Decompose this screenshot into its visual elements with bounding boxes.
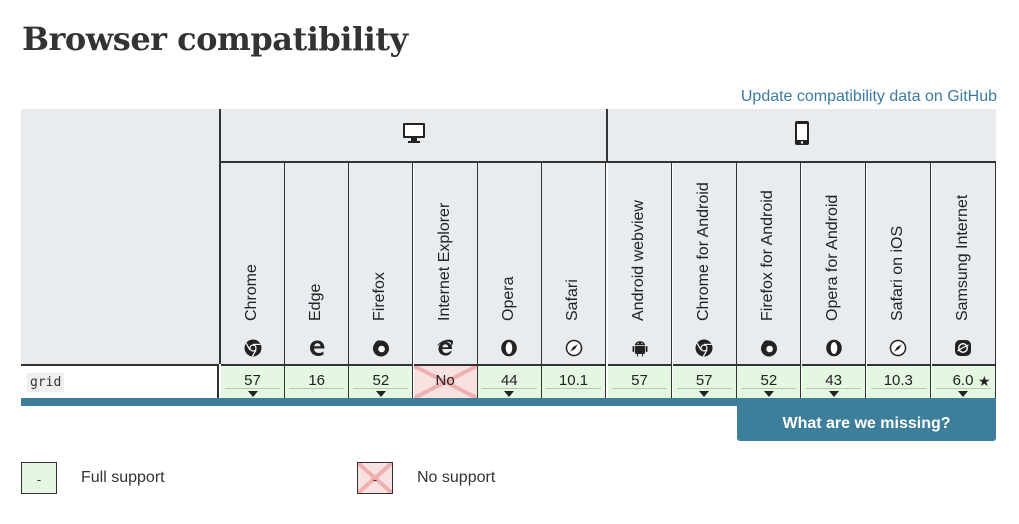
table-bottom-bar [21, 398, 996, 406]
cell-divider [935, 388, 991, 389]
browser-header-chrome: Chrome [221, 163, 285, 364]
feature-header-cell [21, 109, 221, 364]
browser-name: Chrome [243, 264, 260, 321]
browser-header-chrome-for-android: Chrome for Android [672, 163, 737, 364]
legend-full-support-label: Full support [81, 469, 165, 486]
cell-divider [225, 388, 280, 389]
browser-header-android-webview: Android webview [608, 163, 672, 364]
opera-icon [825, 339, 843, 357]
mobile-icon [794, 120, 810, 151]
browser-name: Android webview [630, 200, 647, 321]
chrome-icon [244, 339, 262, 357]
support-cell-safari-on-ios: 10.3 [866, 364, 931, 398]
browser-name: Edge [307, 283, 325, 321]
legend-no-support-swatch: - [357, 462, 393, 494]
legend-full-support-swatch: - [21, 462, 57, 494]
cell-divider [741, 388, 797, 389]
browser-header-opera: Opera [477, 163, 542, 364]
browser-name: Opera [499, 276, 517, 321]
browser-name: Opera for Android [824, 194, 842, 321]
expand-toggle-icon[interactable] [375, 391, 386, 397]
legend-full-support: - Full support [21, 462, 165, 494]
support-cell-opera[interactable]: 44 [477, 364, 542, 398]
support-version: 44 [500, 372, 518, 389]
compat-table: Chrome Edge Firefox Internet Explorer Opera S… [21, 109, 996, 407]
support-cell-edge: 16 [285, 364, 350, 398]
safari-icon [889, 339, 907, 357]
legend-no-support-label: No support [417, 469, 496, 486]
page-title: Browser compatibility [22, 20, 408, 58]
support-cell-firefox-for-android[interactable]: 52 [737, 364, 802, 398]
browser-name: Internet Explorer [435, 202, 453, 321]
cell-divider [546, 388, 601, 389]
browser-name: Chrome for Android [694, 182, 712, 321]
support-version: 6.0 [952, 372, 974, 389]
browser-header-safari-on-ios: Safari on iOS [866, 163, 931, 364]
support-cell-firefox[interactable]: 52 [349, 364, 414, 398]
expand-toggle-icon[interactable] [958, 391, 968, 397]
platform-mobile [608, 109, 996, 163]
browser-header-edge: Edge [285, 163, 350, 364]
expand-toggle-icon[interactable] [699, 391, 710, 397]
support-version: 57 [695, 372, 713, 389]
expand-toggle-icon[interactable] [828, 391, 839, 397]
support-version: 52 [760, 372, 778, 389]
support-cell-safari: 10.1 [542, 364, 606, 398]
support-version: No [435, 372, 455, 389]
support-cell-opera-for-android[interactable]: 43 [802, 364, 867, 398]
support-version: 10.3 [883, 372, 913, 389]
support-cell-chrome-for-android[interactable]: 57 [672, 364, 737, 398]
chrome-icon [695, 339, 713, 357]
support-version: 16 [308, 372, 326, 389]
support-version: 43 [825, 372, 842, 389]
feature-name: grid [27, 372, 65, 392]
github-update-link[interactable]: Update compatibility data on GitHub [740, 88, 997, 105]
browser-header-firefox: Firefox [349, 163, 414, 364]
browser-name: Safari [564, 279, 581, 321]
cell-divider [612, 388, 667, 389]
edge-icon [308, 339, 326, 357]
cell-divider [806, 388, 862, 389]
platform-desktop [221, 109, 608, 163]
cell-divider [481, 388, 537, 389]
android-icon [631, 339, 649, 357]
cell-divider [676, 388, 732, 389]
support-cell-samsung-internet[interactable]: 6.0 ★ [931, 364, 996, 398]
support-version: 57 [244, 372, 261, 389]
ie-icon [436, 339, 454, 357]
expand-toggle-icon[interactable] [763, 391, 774, 397]
cell-divider [353, 388, 409, 389]
browser-name: Safari on iOS [888, 225, 906, 321]
browser-header-samsung-internet: Samsung Internet [931, 163, 996, 364]
support-cell-chrome[interactable]: 57 [221, 364, 285, 398]
firefox-icon [760, 339, 778, 357]
browser-header-firefox-for-android: Firefox for Android [737, 163, 802, 364]
browser-header-internet-explorer: Internet Explorer [413, 163, 478, 364]
desktop-icon [402, 122, 426, 149]
cell-divider [870, 388, 926, 389]
opera-icon [500, 339, 518, 357]
support-cell-internet-explorer: No [413, 364, 478, 398]
browser-name: Samsung Internet [953, 194, 971, 321]
what-are-we-missing-button[interactable]: What are we missing? [737, 406, 996, 441]
browser-name: Firefox for Android [759, 190, 777, 321]
support-cell-android-webview: 57 [608, 364, 672, 398]
expand-toggle-icon[interactable] [504, 391, 515, 397]
support-version: 52 [372, 372, 390, 389]
expand-toggle-icon[interactable] [247, 391, 258, 397]
samsung-icon [954, 339, 972, 357]
browser-header-opera-for-android: Opera for Android [802, 163, 867, 364]
note-star-icon: ★ [977, 373, 991, 389]
cell-divider [289, 388, 345, 389]
legend-no-support: - No support [357, 462, 495, 494]
browser-name: Firefox [371, 272, 389, 321]
support-version: 10.1 [558, 372, 589, 389]
browser-header-safari: Safari [542, 163, 606, 364]
safari-icon [565, 339, 583, 357]
firefox-icon [372, 339, 390, 357]
feature-row-label: grid [21, 364, 219, 398]
support-version: 57 [631, 372, 648, 389]
